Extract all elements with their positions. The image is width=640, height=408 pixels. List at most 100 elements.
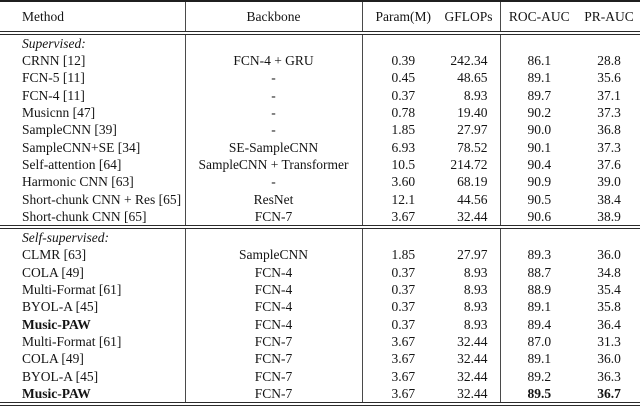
method-cell: Short-chunk CNN + Res [65] <box>0 190 186 208</box>
roc-auc-cell: 88.7 <box>527 264 552 280</box>
param-cell: 0.45 <box>391 70 416 86</box>
backbone-cell: - <box>185 121 363 139</box>
pr-auc-cell: 31.3 <box>597 333 621 349</box>
method-cell: SampleCNN [39] <box>0 121 186 139</box>
param-cell: 3.67 <box>391 208 416 224</box>
roc-auc-cell: 89.4 <box>527 316 552 332</box>
pr-auc-cell: 36.4 <box>597 316 621 332</box>
pr-auc-cell: 37.3 <box>597 139 621 155</box>
roc-auc-cell: 86.1 <box>527 53 552 69</box>
gflops-cell: 8.93 <box>444 86 501 105</box>
roc-auc-cell: 90.5 <box>527 191 552 207</box>
backbone-cell: SE-SampleCNN <box>185 138 363 157</box>
roc-auc-cell <box>500 33 578 52</box>
gflops-cell: 68.19 <box>444 173 501 191</box>
gflops-cell: 8.93 <box>444 263 501 282</box>
section-label: Self-supervised: <box>0 225 186 247</box>
method-cell: Self-attention [64] <box>0 156 186 174</box>
backbone-cell: SampleCNN + Transformer <box>185 156 363 174</box>
method-cell: CLMR [63] <box>0 246 186 264</box>
table-row: Short-chunk CNN + Res [65] ResNet 12.1 44.5… <box>0 190 640 208</box>
header-row: Method Backbone Param(M) GFLOPs ROC-AUC … <box>0 0 640 35</box>
method-cell: FCN-5 [11] <box>0 69 186 87</box>
table-row: CLMR [63] SampleCNN 1.85 27.97 89.3 36.0 <box>0 246 640 264</box>
pr-auc-cell: 38.4 <box>597 191 621 207</box>
pr-auc-cell: 35.4 <box>597 282 621 298</box>
gflops-cell: 214.72 <box>444 156 501 174</box>
pr-auc-cell: 36.3 <box>597 368 621 384</box>
roc-auc-cell: 89.1 <box>527 299 552 315</box>
table-row: Self-attention [64] SampleCNN + Transform… <box>0 156 640 174</box>
column-header-pr-auc: PR-AUC <box>578 0 640 35</box>
backbone-cell: - <box>185 69 363 87</box>
method-cell: CRNN [12] <box>0 52 186 70</box>
gflops-cell: 242.34 <box>444 52 501 70</box>
roc-auc-cell <box>500 225 578 247</box>
method-cell: COLA [49] <box>0 350 186 368</box>
table-row: COLA [49] FCN-4 0.37 8.93 88.7 34.8 <box>0 263 640 282</box>
gflops-cell: 48.65 <box>444 69 501 87</box>
roc-auc-cell: 90.2 <box>527 105 552 121</box>
table-row: BYOL-A [45] FCN-7 3.67 32.44 89.2 36.3 <box>0 367 640 385</box>
roc-auc-cell: 87.0 <box>527 333 552 349</box>
backbone-cell: - <box>185 104 363 122</box>
roc-auc-cell: 89.2 <box>527 368 552 384</box>
pr-auc-cell: 34.8 <box>597 264 621 280</box>
column-header-param: Param(M) <box>362 0 444 35</box>
method-cell: SampleCNN+SE [34] <box>0 138 186 157</box>
gflops-cell: 19.40 <box>444 104 501 122</box>
section-row: Self-supervised: <box>0 225 640 247</box>
method-cell: BYOL-A [45] <box>0 298 186 316</box>
pr-auc-cell: 36.7 <box>578 384 640 407</box>
gflops-cell: 8.93 <box>444 298 501 316</box>
method-cell: Music-PAW <box>0 315 186 334</box>
pr-auc-cell: 35.6 <box>597 70 621 86</box>
roc-auc-cell: 89.7 <box>527 87 552 103</box>
table-row: SampleCNN+SE [34] SE-SampleCNN 6.93 78.52 90… <box>0 138 640 157</box>
param-cell: 0.37 <box>391 87 416 103</box>
pr-auc-cell: 35.8 <box>597 299 621 315</box>
method-cell: Multi-Format [61] <box>0 281 186 299</box>
gflops-cell: 27.97 <box>444 121 501 139</box>
param-cell <box>362 33 444 52</box>
gflops-cell: 78.52 <box>444 138 501 157</box>
backbone-cell: FCN-4 <box>185 298 363 316</box>
param-cell <box>362 225 444 247</box>
backbone-cell: FCN-7 <box>185 207 363 228</box>
backbone-cell: FCN-7 <box>185 384 363 407</box>
roc-auc-cell: 89.1 <box>527 70 552 86</box>
method-cell: Harmonic CNN [63] <box>0 173 186 191</box>
param-cell: 12.1 <box>391 191 416 207</box>
method-cell: FCN-4 [11] <box>0 86 186 105</box>
table-row: BYOL-A [45] FCN-4 0.37 8.93 89.1 35.8 <box>0 298 640 316</box>
backbone-cell <box>185 33 363 53</box>
roc-auc-cell: 89.3 <box>527 247 552 263</box>
pr-auc-cell: 37.6 <box>597 156 621 172</box>
param-cell: 0.39 <box>391 53 416 69</box>
method-cell: COLA [49] <box>0 263 186 282</box>
gflops-cell: 32.44 <box>444 350 501 368</box>
section-label: Supervised: <box>0 33 186 53</box>
roc-auc-cell: 90.6 <box>527 208 552 224</box>
column-header-roc-auc: ROC-AUC <box>500 0 578 35</box>
param-cell: 3.67 <box>391 351 416 367</box>
pr-auc-cell: 36.0 <box>597 351 621 367</box>
table-row: Multi-Format [61] FCN-7 3.67 32.44 87.0 31.3 <box>0 333 640 351</box>
gflops-cell: 27.97 <box>444 246 501 264</box>
pr-auc-cell: 36.0 <box>597 247 621 263</box>
pr-auc-cell: 38.9 <box>597 208 621 224</box>
gflops-cell <box>444 33 501 53</box>
param-cell: 0.78 <box>391 105 416 121</box>
pr-auc-cell: 36.8 <box>597 122 621 138</box>
backbone-cell <box>185 225 363 247</box>
roc-auc-cell: 89.5 <box>500 384 578 407</box>
section-row: Supervised: <box>0 33 640 53</box>
roc-auc-cell: 90.9 <box>527 174 552 190</box>
roc-auc-cell: 90.0 <box>527 122 552 138</box>
pr-auc-cell: 37.3 <box>597 105 621 121</box>
gflops-cell: 8.93 <box>444 281 501 299</box>
param-cell: 0.37 <box>391 299 416 315</box>
table-row: FCN-5 [11] - 0.45 48.65 89.1 35.6 <box>0 69 640 87</box>
backbone-cell: FCN-7 <box>185 333 363 351</box>
gflops-cell: 32.44 <box>444 384 501 407</box>
